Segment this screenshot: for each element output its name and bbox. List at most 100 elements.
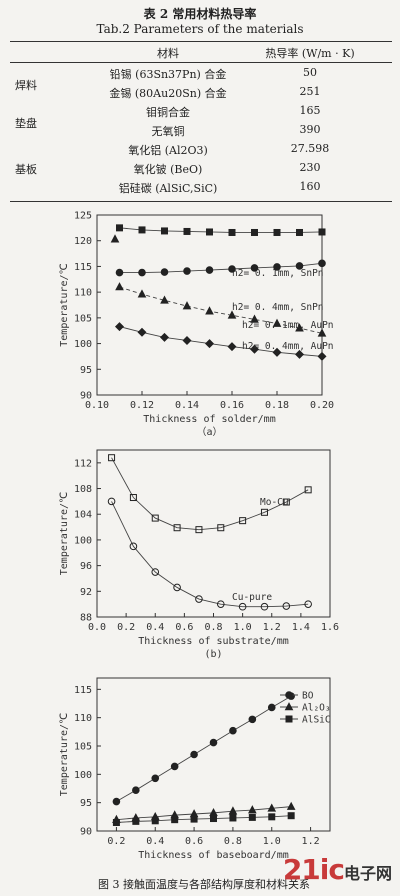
square-marker [239, 517, 247, 525]
circle-marker [205, 266, 214, 274]
chart-a: 0.10 0.12 0.14 0.16 0.18 0.20 90 95 100 105 110 115… [59, 211, 334, 439]
square-marker [116, 224, 123, 232]
circle-marker [209, 738, 218, 747]
square-marker [112, 819, 120, 826]
table-material-cell: 金锡 (80Au20Sn) 合金 [109, 87, 227, 100]
circle-marker [115, 268, 124, 277]
diamond-marker [294, 349, 305, 359]
diamond-marker [114, 322, 125, 332]
x-axis-label: Thickness of solder/mm [143, 414, 275, 425]
series-label: h2= 0. 4mm, AuPn [242, 341, 334, 352]
square-marker [217, 524, 225, 532]
chart-caption: (b) [204, 649, 222, 660]
square-marker [268, 813, 276, 821]
triangle-marker [248, 805, 257, 814]
series-line [111, 501, 309, 608]
y-axis-label: Temperature/℃ [59, 263, 70, 346]
triangle-marker [286, 801, 296, 810]
y-tick-label: 100 [74, 770, 92, 781]
table-value-cell: 390 [299, 123, 321, 136]
triangle-marker [182, 301, 192, 310]
triangle-marker [272, 318, 282, 327]
triangle-marker [137, 289, 147, 298]
x-tick-label: 1.6 [321, 622, 339, 633]
square-marker [195, 526, 203, 534]
plot-frame [96, 677, 331, 832]
square-marker [228, 228, 236, 236]
diamond-marker [249, 344, 260, 354]
table-category: 垫盘 [15, 117, 37, 130]
square-marker [287, 812, 295, 820]
circle-marker [273, 263, 281, 271]
circle-marker [173, 583, 181, 592]
circle-marker [238, 602, 247, 611]
square-marker [273, 228, 281, 236]
y-tick-label: 110 [74, 713, 92, 724]
x-tick-label: 0.12 [130, 400, 154, 411]
circle-marker [250, 264, 259, 272]
y-tick-label: 90 [80, 391, 92, 402]
header-conductivity: 热导率 (W/m · K) [265, 47, 355, 60]
figure-caption: 图 3 接触面温度与各部结构厚度和材料关系 [98, 878, 310, 891]
diamond-marker [159, 332, 170, 342]
circle-marker [248, 715, 257, 724]
x-tick-label: 1.2 [302, 836, 320, 847]
triangle-marker [227, 310, 237, 319]
square-marker [151, 817, 159, 825]
square-marker [296, 228, 303, 236]
chart-b: 0.0 0.2 0.4 0.6 0.8 1.0 1.2 1.4 1.6 88 92 96 100 104 1… [59, 449, 339, 660]
x-tick-label: 0.14 [175, 400, 199, 411]
x-tick-label: 0.20 [310, 400, 334, 411]
y-tick-label: 108 [74, 484, 92, 495]
header-material: 材料 [157, 47, 179, 60]
y-tick-label: 104 [74, 510, 92, 521]
x-tick-label: 0.6 [175, 622, 193, 633]
circle-marker [267, 703, 276, 712]
y-tick-label: 100 [74, 535, 92, 546]
circle-marker [318, 259, 326, 268]
circle-marker [285, 691, 293, 699]
legend-label: AlSiC [302, 715, 331, 726]
triangle-marker [250, 314, 259, 323]
circle-marker [282, 602, 291, 610]
table-bottom-rule [10, 201, 392, 202]
y-tick-label: 96 [80, 561, 92, 572]
table-material-cell: 氧化铍 (BeO) [133, 163, 203, 176]
circle-marker [190, 750, 198, 759]
diamond-marker [137, 327, 147, 337]
x-tick-label: 1.4 [292, 622, 310, 633]
triangle-marker [160, 295, 169, 304]
triangle-marker [228, 806, 238, 815]
table-title: 表 2 常用材料热导率 [143, 7, 257, 21]
diamond-marker [204, 339, 215, 349]
square-marker [206, 228, 213, 236]
legend-label: Al₂O₃ [302, 703, 331, 714]
circle-marker [183, 267, 191, 275]
square-marker [138, 226, 146, 234]
y-tick-label: 110 [74, 288, 92, 299]
table-value-cell: 251 [299, 85, 321, 98]
series-label: h2= 0. 1mm, AuPn [242, 320, 334, 331]
table-value-cell: 50 [303, 66, 317, 79]
x-tick-label: 0.4 [146, 622, 164, 633]
triangle-marker [267, 803, 277, 812]
circle-marker [304, 600, 312, 608]
diamond-marker [182, 335, 192, 345]
series-line [119, 262, 323, 274]
watermark-text: 电子网 [343, 864, 392, 883]
x-tick-label: 1.0 [263, 836, 281, 847]
triangle-marker [110, 234, 120, 243]
x-tick-label: 1.0 [234, 622, 252, 633]
square-marker [229, 814, 237, 822]
square-marker [285, 715, 293, 723]
circle-marker [229, 726, 237, 735]
x-tick-label: 0.6 [185, 836, 203, 847]
chart-c: 0.2 0.4 0.6 0.8 1.0 1.2 90 95 100 105 110 115 Thickn… [59, 677, 331, 861]
circle-marker [132, 786, 140, 794]
chart-caption: （a） [196, 426, 222, 438]
series-label: Cu-pure [232, 592, 272, 603]
circle-marker [138, 268, 146, 277]
circle-marker [160, 268, 169, 276]
table-value-cell: 165 [299, 104, 321, 117]
series-line [119, 227, 323, 233]
